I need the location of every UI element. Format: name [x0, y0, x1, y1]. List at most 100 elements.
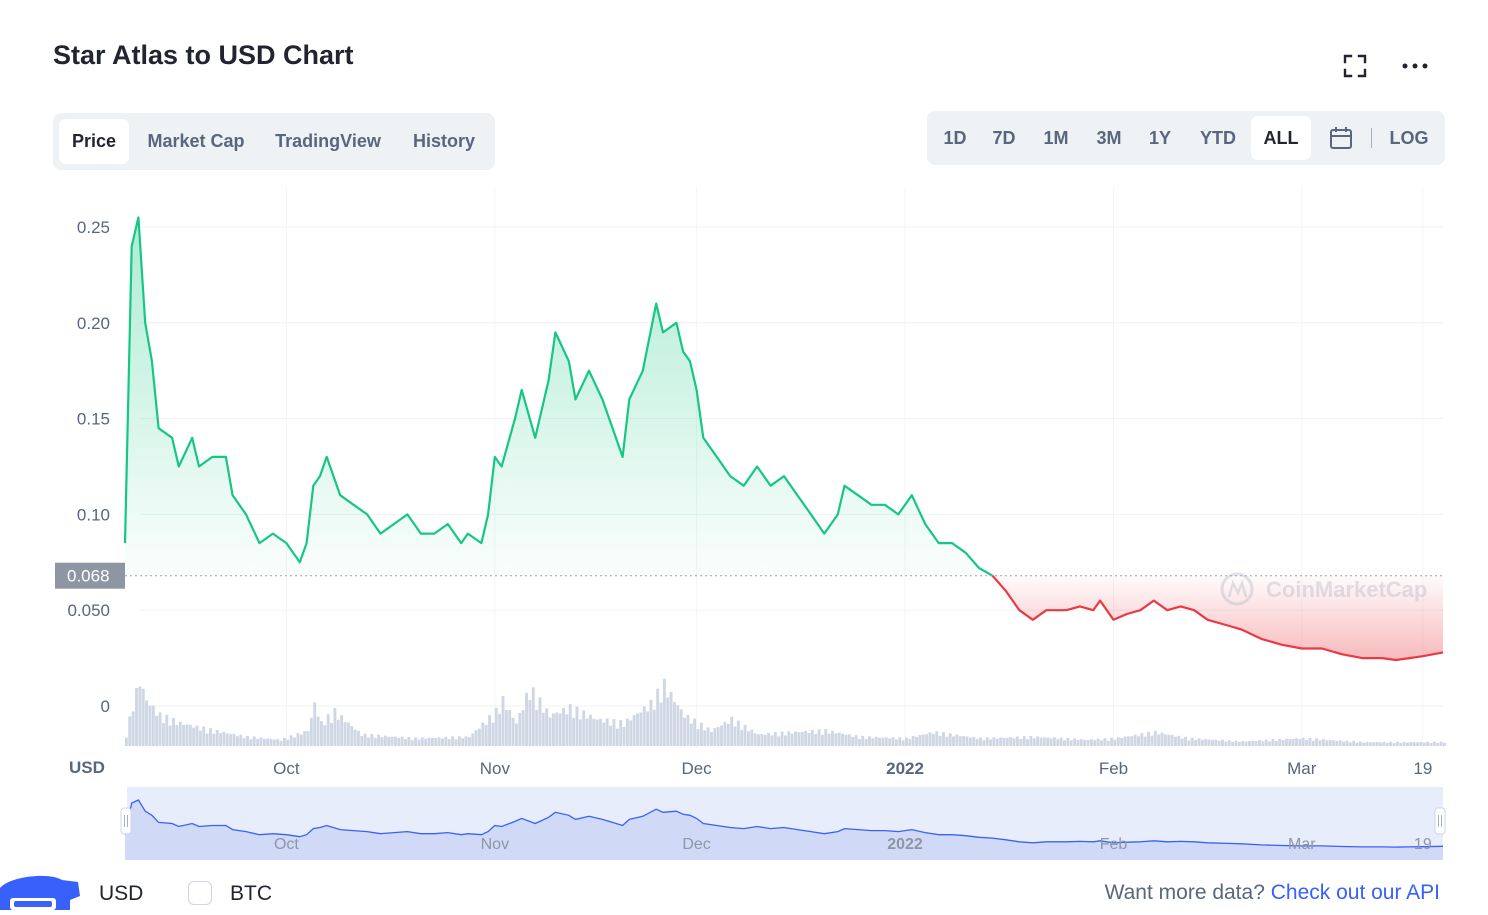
range-1y[interactable]: 1Y	[1148, 128, 1172, 148]
volume-bar	[683, 717, 686, 746]
volume-bar	[921, 734, 925, 746]
x-tick-label: Dec	[681, 759, 712, 778]
volume-bar	[252, 736, 256, 746]
log-toggle[interactable]: LOG	[1389, 128, 1429, 148]
volume-bar	[1069, 740, 1073, 746]
volume-bar	[720, 725, 723, 746]
volume-bar	[1436, 743, 1440, 746]
volume-bar	[1412, 742, 1416, 746]
currency-btc-label[interactable]: BTC	[230, 882, 272, 905]
volume-bar	[1332, 740, 1335, 746]
volume-bar	[1328, 739, 1332, 746]
tab-history[interactable]: History	[412, 131, 475, 151]
volume-bar	[673, 702, 676, 746]
volume-bar	[1160, 732, 1164, 746]
volume-bar	[649, 699, 653, 746]
volume-bar	[938, 735, 942, 746]
volume-bar	[1120, 737, 1124, 746]
volume-bar	[1355, 742, 1359, 746]
volume-bar	[972, 736, 976, 746]
volume-bar	[1049, 738, 1053, 746]
range-1d[interactable]: 1D	[943, 128, 967, 148]
expand-icon[interactable]	[1341, 52, 1369, 80]
volume-bar	[558, 713, 562, 746]
volume-bar	[935, 731, 939, 746]
volume-bar	[175, 725, 179, 746]
volume-bar	[474, 730, 478, 746]
volume-bar	[1096, 738, 1100, 746]
volume-bar	[979, 737, 982, 746]
volume-bar	[541, 712, 545, 746]
volume-bar	[773, 732, 777, 746]
volume-bar	[306, 731, 310, 746]
volume-bar	[1345, 740, 1349, 746]
volume-bar	[262, 738, 266, 746]
navigator-tick-label: Nov	[481, 836, 509, 853]
volume-bar	[1116, 737, 1120, 746]
volume-bar	[844, 734, 848, 746]
volume-bar	[283, 737, 286, 746]
currency-usd-label[interactable]: USD	[99, 882, 144, 905]
navigator-tick-label: Oct	[274, 836, 299, 853]
volume-bar	[1251, 740, 1255, 746]
volume-bar	[1076, 740, 1080, 746]
navigator-handle-right[interactable]	[1434, 807, 1446, 835]
volume-bar	[894, 739, 898, 746]
volume-bar	[168, 725, 172, 746]
tab-tradingview[interactable]: TradingView	[275, 131, 381, 151]
coinmarketcap-logo-icon	[1220, 572, 1254, 606]
btc-checkbox[interactable]	[188, 881, 212, 905]
volume-bar	[330, 722, 333, 746]
tab-price[interactable]: Price	[59, 119, 129, 164]
volume-bar	[602, 722, 606, 746]
volume-bar	[145, 700, 149, 746]
volume-bar	[592, 718, 596, 746]
volume-bar	[1163, 734, 1167, 746]
ellipsis-icon-glyph	[1402, 63, 1428, 69]
x-tick-label: Oct	[273, 759, 300, 778]
volume-bars	[125, 678, 1446, 746]
range-7d[interactable]: 7D	[992, 128, 1016, 148]
ellipsis-icon[interactable]	[1401, 52, 1429, 80]
volume-bar	[259, 737, 263, 746]
range-1m[interactable]: 1M	[1043, 128, 1069, 148]
volume-bar	[504, 710, 508, 746]
volume-bar	[239, 734, 243, 746]
volume-bar	[726, 723, 730, 746]
volume-bar	[1056, 739, 1060, 746]
volume-bar	[1362, 742, 1366, 746]
navigator-handle-left[interactable]	[120, 807, 132, 835]
volume-bar	[625, 718, 629, 746]
volume-bar	[723, 721, 727, 746]
range-ytd[interactable]: YTD	[1200, 128, 1236, 148]
reference-price: 0.068	[55, 562, 1443, 589]
volume-bar	[222, 731, 226, 746]
volume-bar	[1207, 739, 1211, 746]
volume-bar	[747, 731, 750, 746]
volume-bar	[1382, 741, 1386, 746]
volume-bar	[911, 736, 915, 746]
range-all[interactable]: ALL	[1251, 116, 1311, 160]
volume-bar	[915, 736, 918, 746]
volume-bar	[740, 730, 744, 746]
volume-bar	[205, 733, 209, 746]
volume-bar	[578, 719, 582, 746]
volume-bar	[931, 733, 935, 746]
price-line-up	[123, 216, 994, 577]
volume-bar	[195, 725, 199, 746]
api-link[interactable]: Check out our API	[1270, 881, 1440, 904]
volume-bar	[1036, 736, 1040, 746]
volume-bar	[380, 737, 384, 746]
tab-market-cap[interactable]: Market Cap	[147, 131, 245, 151]
volume-bar	[662, 678, 666, 746]
volume-bar	[471, 733, 475, 746]
volume-bar	[1432, 741, 1436, 746]
range-3m[interactable]: 3M	[1096, 128, 1122, 148]
volume-bar	[636, 713, 639, 746]
calendar-icon[interactable]	[1319, 116, 1363, 160]
volume-bar	[1140, 733, 1144, 746]
x-tick-label: 2022	[886, 759, 924, 778]
range-navigator[interactable]: Oct Nov Dec 2022 Feb Mar 19	[120, 787, 1446, 860]
volume-bar	[992, 737, 996, 746]
